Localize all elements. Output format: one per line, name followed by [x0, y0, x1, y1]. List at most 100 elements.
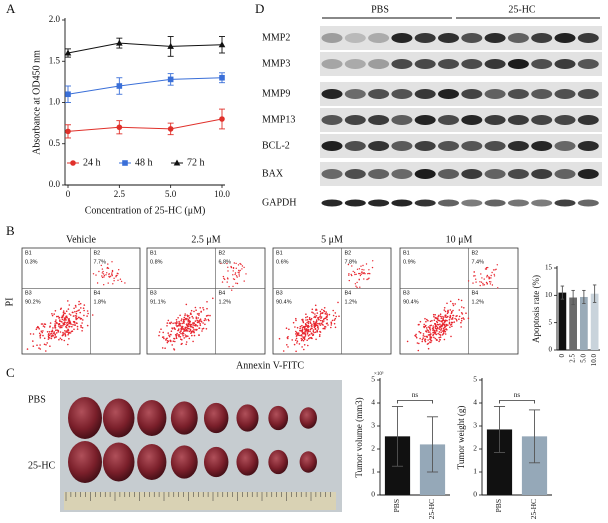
event-dot [367, 278, 369, 280]
event-dot [68, 338, 70, 340]
event-dot [66, 331, 68, 333]
event-dot [429, 329, 432, 331]
event-dot [180, 329, 182, 331]
quadrant-value: 0.8% [150, 259, 163, 265]
event-dot [58, 323, 60, 326]
event-dot [75, 317, 77, 319]
blot-band [344, 115, 366, 125]
quadrant-name: B2 [471, 250, 478, 256]
event-dot [443, 338, 446, 341]
event-dot [434, 322, 436, 325]
event-dot [203, 319, 206, 322]
event-dot [451, 310, 453, 313]
event-dot [79, 311, 81, 314]
event-dot [74, 310, 76, 313]
event-dot [78, 300, 80, 303]
quadrant-name: B2 [218, 250, 225, 256]
event-dot [335, 315, 338, 318]
event-dot [201, 330, 203, 332]
event-dot [310, 317, 313, 320]
event-dot [330, 326, 332, 329]
event-dot [302, 331, 305, 334]
event-dot [319, 310, 322, 313]
event-dot [298, 334, 300, 337]
event-dot [320, 312, 322, 315]
event-dot [70, 330, 73, 333]
event-dot [295, 333, 297, 335]
quadrant-value: 0.9% [403, 259, 416, 265]
event-dot [304, 331, 306, 334]
event-dot [164, 347, 166, 350]
event-dot [240, 263, 242, 266]
event-dot [496, 264, 498, 266]
tumor [236, 404, 259, 432]
legend-label: 24 h [83, 157, 101, 168]
event-dot [239, 269, 241, 272]
event-dot [424, 340, 427, 343]
event-dot [308, 317, 311, 319]
event-dot [188, 315, 190, 317]
series-line [67, 77, 223, 95]
event-dot [75, 315, 78, 317]
event-dot [207, 314, 209, 317]
event-dot [206, 301, 208, 303]
marker [65, 91, 71, 98]
blot-band [414, 33, 436, 43]
tumor [102, 442, 135, 482]
event-dot [439, 339, 442, 341]
event-dot [79, 302, 82, 305]
event-dot [53, 331, 55, 333]
event-dot [422, 335, 425, 337]
event-dot [300, 337, 303, 340]
event-dot [174, 322, 177, 324]
y-tick-label: 0 [473, 490, 477, 499]
event-dot [75, 306, 77, 308]
event-dot [460, 326, 462, 328]
event-dot [302, 319, 304, 322]
tumor [102, 398, 135, 438]
event-dot [442, 319, 444, 322]
event-dot [187, 335, 189, 338]
event-dot [194, 320, 197, 322]
event-dot [442, 327, 445, 330]
bar [580, 296, 588, 350]
event-dot [29, 333, 32, 335]
event-dot [315, 321, 317, 324]
event-dot [427, 319, 429, 322]
event-dot [427, 329, 430, 332]
y-tick-label: 5 [549, 318, 553, 326]
event-dot [314, 304, 317, 307]
event-dot [452, 304, 455, 307]
event-dot [298, 343, 301, 345]
event-dot [473, 271, 475, 273]
event-dot [497, 287, 499, 289]
event-dot [416, 342, 419, 344]
event-dot [456, 320, 458, 322]
event-dot [328, 313, 331, 316]
event-dot [233, 278, 236, 281]
photo-row-label: 25-HC [28, 460, 56, 471]
event-dot [205, 319, 207, 321]
event-dot [302, 326, 305, 329]
event-dot [83, 309, 85, 312]
event-dot [187, 322, 190, 325]
event-dot [66, 329, 68, 332]
event-dot [51, 313, 53, 315]
event-dot [311, 327, 313, 330]
significance-label: ns [412, 391, 419, 399]
quadrant-value: 1.2% [344, 300, 357, 306]
event-dot [430, 341, 432, 344]
event-dot [439, 323, 441, 326]
event-dot [458, 318, 460, 321]
event-dot [438, 314, 440, 317]
event-dot [314, 315, 316, 318]
quadrant-name: B1 [276, 250, 283, 256]
event-dot [450, 321, 453, 324]
event-dot [45, 344, 47, 346]
event-dot [452, 302, 454, 305]
event-dot [198, 312, 200, 315]
blot-band [531, 33, 553, 43]
event-dot [107, 282, 109, 284]
event-dot [183, 330, 185, 332]
